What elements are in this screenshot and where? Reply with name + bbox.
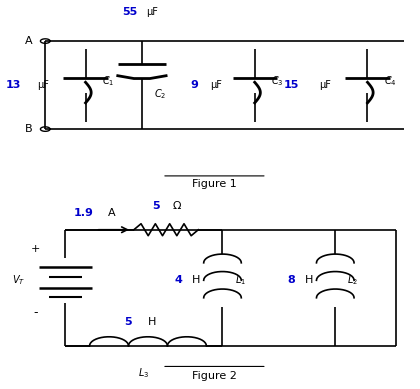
Text: A: A [25,36,33,46]
Text: $L_1$: $L_1$ [235,273,246,287]
Text: µF: µF [146,7,158,17]
Text: µF: µF [319,80,331,90]
Text: 1.9: 1.9 [74,209,94,219]
Text: 55: 55 [123,7,138,17]
Text: 9: 9 [190,80,198,90]
Text: H: H [192,275,200,285]
Text: Ω: Ω [172,201,181,211]
Text: +: + [31,244,40,254]
Text: µF: µF [210,80,223,90]
Text: 5: 5 [124,317,131,327]
Text: $C_3$: $C_3$ [271,74,284,88]
Text: $C_1$: $C_1$ [102,74,114,88]
Text: µF: µF [37,80,49,90]
Text: 15: 15 [284,80,299,90]
Text: B: B [25,124,33,134]
Text: H: H [148,317,156,327]
Text: $C_4$: $C_4$ [383,74,396,88]
Text: -: - [33,307,37,319]
Text: 4: 4 [174,275,182,285]
Text: $V_T$: $V_T$ [12,273,25,287]
Text: Figure 2: Figure 2 [192,371,237,381]
Text: Figure 1: Figure 1 [192,179,237,189]
Text: $C_2$: $C_2$ [154,87,166,101]
Text: H: H [305,275,313,285]
Text: A: A [108,209,116,219]
Text: 13: 13 [6,80,21,90]
Text: 8: 8 [287,275,295,285]
Text: $L_3$: $L_3$ [138,366,150,380]
Text: 5: 5 [152,201,160,211]
Text: $L_2$: $L_2$ [347,273,358,287]
